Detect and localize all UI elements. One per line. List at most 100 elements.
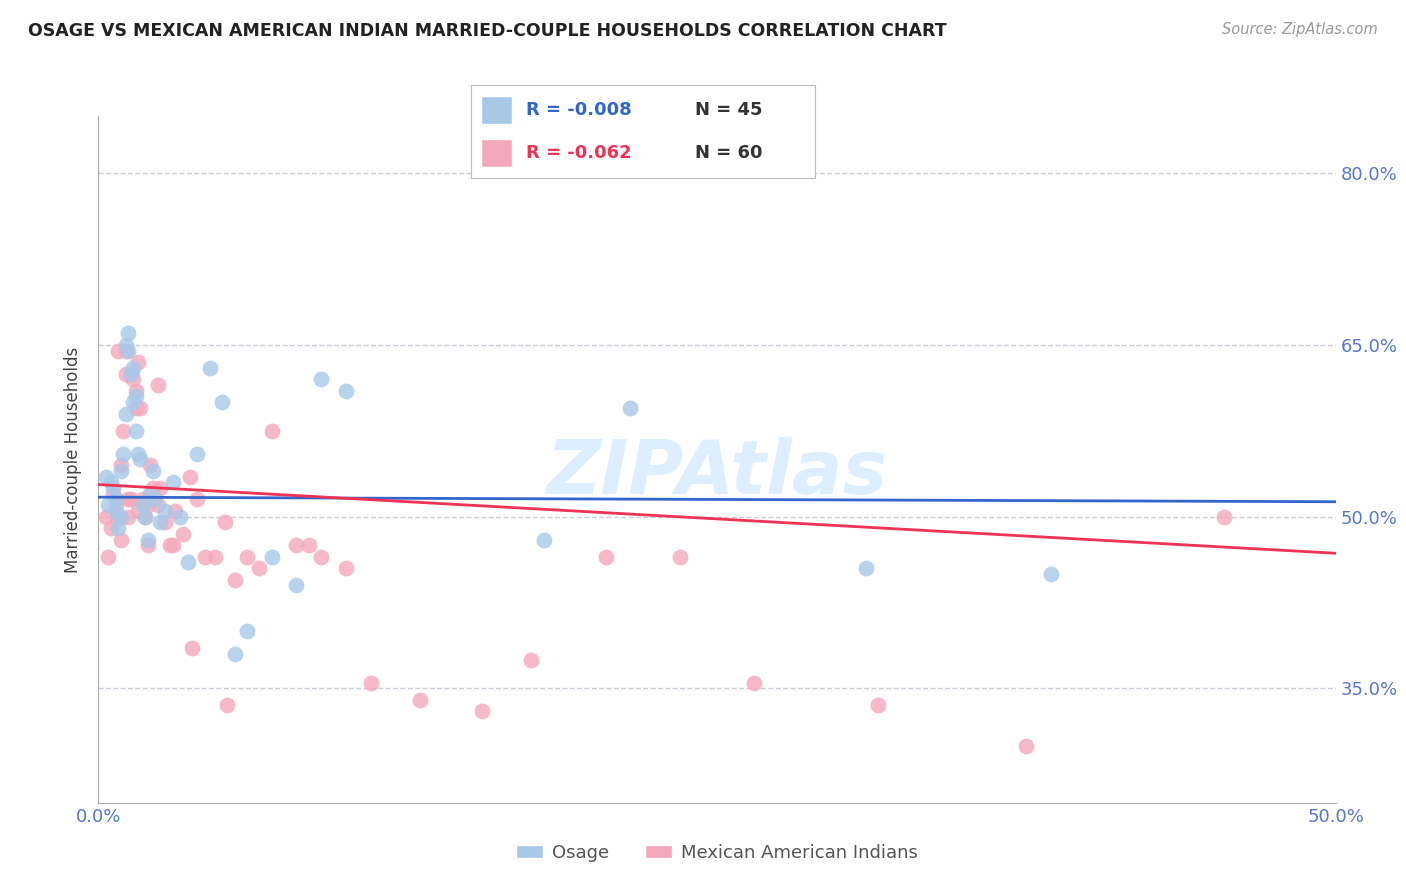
Point xyxy=(198,360,221,375)
Point xyxy=(186,447,208,461)
Text: N = 60: N = 60 xyxy=(695,145,762,162)
Point xyxy=(122,395,145,409)
Point xyxy=(214,516,236,530)
Point xyxy=(112,447,135,461)
Point xyxy=(117,343,139,358)
Point xyxy=(742,675,765,690)
Point xyxy=(127,355,149,369)
Point xyxy=(149,516,172,530)
Point xyxy=(194,549,217,564)
Point xyxy=(124,401,146,415)
Point xyxy=(169,509,191,524)
Point xyxy=(124,424,146,438)
Point xyxy=(142,464,165,478)
Point xyxy=(114,343,136,358)
Point xyxy=(132,492,155,507)
Point xyxy=(104,504,127,518)
Point xyxy=(107,521,129,535)
Point xyxy=(217,698,239,713)
Point xyxy=(100,521,122,535)
Point xyxy=(866,698,889,713)
Point xyxy=(142,481,165,495)
Point xyxy=(1015,739,1038,753)
Point xyxy=(335,384,357,398)
Point xyxy=(124,389,146,403)
Point xyxy=(107,343,129,358)
Y-axis label: Married-couple Households: Married-couple Households xyxy=(65,346,83,573)
Point xyxy=(104,492,127,507)
Point xyxy=(260,424,283,438)
Point xyxy=(103,481,125,495)
Point xyxy=(471,704,494,718)
Point xyxy=(236,549,259,564)
Point xyxy=(309,372,332,386)
Point xyxy=(855,561,877,575)
Point xyxy=(117,509,139,524)
Point xyxy=(146,498,169,512)
Point xyxy=(124,384,146,398)
Point xyxy=(129,401,152,415)
Point xyxy=(134,509,156,524)
Point xyxy=(97,498,120,512)
Text: R = -0.008: R = -0.008 xyxy=(526,101,631,119)
Point xyxy=(146,378,169,392)
Point xyxy=(107,509,129,524)
Point xyxy=(669,549,692,564)
Point xyxy=(114,338,136,352)
Point xyxy=(619,401,641,415)
Point xyxy=(120,492,142,507)
Point xyxy=(533,533,555,547)
Point xyxy=(179,469,201,483)
Point xyxy=(285,538,308,552)
Point xyxy=(136,538,159,552)
Point xyxy=(122,360,145,375)
Point xyxy=(117,326,139,341)
Point xyxy=(100,475,122,490)
Point xyxy=(409,692,432,706)
Point xyxy=(236,624,259,639)
Point xyxy=(127,504,149,518)
Point xyxy=(114,407,136,421)
Text: ZIPAtlas: ZIPAtlas xyxy=(547,436,887,509)
Point xyxy=(110,464,132,478)
Point xyxy=(360,675,382,690)
Point xyxy=(122,372,145,386)
Point xyxy=(1040,566,1063,581)
Point xyxy=(298,538,321,552)
Point xyxy=(97,549,120,564)
Point xyxy=(112,424,135,438)
Point xyxy=(335,561,357,575)
Point xyxy=(94,469,117,483)
Point xyxy=(120,367,142,381)
Text: R = -0.062: R = -0.062 xyxy=(526,145,631,162)
Point xyxy=(94,509,117,524)
Point xyxy=(136,533,159,547)
Point xyxy=(204,549,226,564)
Text: Source: ZipAtlas.com: Source: ZipAtlas.com xyxy=(1222,22,1378,37)
Point xyxy=(139,487,162,501)
Point xyxy=(247,561,270,575)
Point xyxy=(162,475,184,490)
Point xyxy=(309,549,332,564)
Point xyxy=(260,549,283,564)
Point xyxy=(159,538,181,552)
Point xyxy=(211,395,233,409)
Point xyxy=(1213,509,1236,524)
Point xyxy=(143,492,166,507)
Point xyxy=(155,516,177,530)
Point xyxy=(224,647,246,661)
Text: N = 45: N = 45 xyxy=(695,101,762,119)
Point xyxy=(117,492,139,507)
Text: OSAGE VS MEXICAN AMERICAN INDIAN MARRIED-COUPLE HOUSEHOLDS CORRELATION CHART: OSAGE VS MEXICAN AMERICAN INDIAN MARRIED… xyxy=(28,22,946,40)
Point xyxy=(110,533,132,547)
Point xyxy=(139,458,162,472)
Bar xyxy=(481,139,512,167)
Point xyxy=(595,549,617,564)
Point xyxy=(181,641,204,656)
Point xyxy=(129,452,152,467)
Point xyxy=(224,573,246,587)
Point xyxy=(103,487,125,501)
Point xyxy=(176,555,198,570)
Point xyxy=(285,578,308,592)
Point xyxy=(114,367,136,381)
